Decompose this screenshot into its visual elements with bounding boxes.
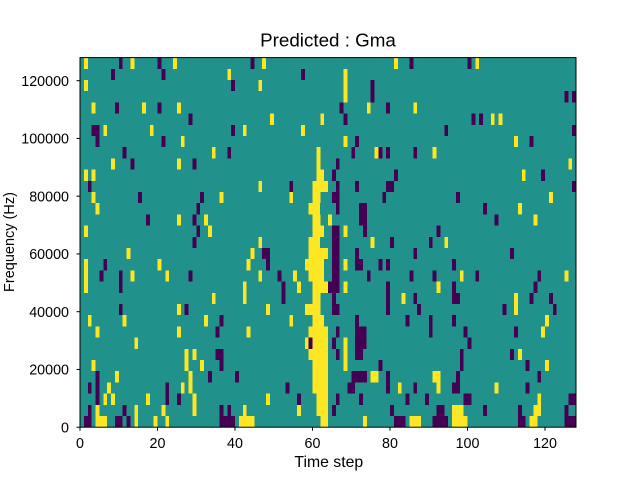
svg-text:Predicted : Gma: Predicted : Gma	[260, 29, 396, 50]
svg-text:40: 40	[227, 436, 243, 452]
svg-text:Frequency (Hz): Frequency (Hz)	[2, 192, 18, 292]
svg-text:60000: 60000	[29, 247, 69, 263]
svg-text:20: 20	[150, 436, 166, 452]
svg-text:40000: 40000	[29, 305, 69, 321]
svg-text:Time step: Time step	[294, 454, 363, 471]
svg-text:120000: 120000	[21, 74, 69, 90]
svg-text:100000: 100000	[21, 132, 69, 148]
svg-text:60: 60	[305, 436, 321, 452]
svg-text:80: 80	[382, 436, 398, 452]
svg-text:20000: 20000	[29, 363, 69, 379]
svg-text:80000: 80000	[29, 189, 69, 205]
svg-text:120: 120	[533, 436, 557, 452]
svg-text:100: 100	[456, 436, 480, 452]
svg-text:0: 0	[61, 420, 69, 436]
svg-text:0: 0	[76, 436, 84, 452]
